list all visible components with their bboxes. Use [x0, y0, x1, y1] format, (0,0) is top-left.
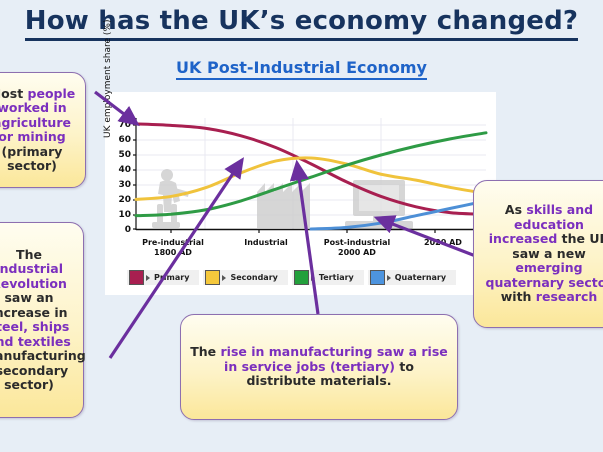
- legend-label-quaternary: Quaternary: [394, 273, 447, 282]
- x-tick-2020: 2020 AD: [403, 238, 483, 248]
- y-tick-10: 10: [118, 210, 131, 220]
- primary-sector-callout-text: Most people worked in agriculture or min…: [0, 85, 76, 173]
- legend-arrow-icon: [310, 274, 315, 281]
- tertiary-sector-callout-text: The rise in manufacturing saw a rise in …: [190, 344, 448, 389]
- y-tick-60: 60: [118, 135, 131, 145]
- legend-label-primary: Primary: [154, 273, 190, 282]
- x-tick-pre-industrial: Pre-industrial 1800 AD: [127, 238, 219, 258]
- y-tick-0: 0: [124, 225, 131, 235]
- y-tick-20: 20: [118, 195, 131, 205]
- x-tick-pre-industrial-line2: 1800 AD: [154, 248, 192, 257]
- legend-item-tertiary[interactable]: Tertiary: [291, 270, 364, 285]
- x-tick-post-industrial: Post-industrial 2000 AD: [307, 238, 407, 258]
- chart-panel: UK employment share (%) 70 60 50 40 30 2…: [103, 20, 496, 295]
- chart-svg: [133, 118, 489, 233]
- legend-arrow-icon: [222, 274, 227, 281]
- series-line-tertiary: [134, 131, 488, 218]
- primary-sector-callout[interactable]: Most people worked in agriculture or min…: [0, 72, 86, 188]
- legend-swatch-quaternary: [369, 270, 385, 285]
- y-tick-40: 40: [118, 165, 131, 175]
- legend-arrow-icon: [146, 274, 150, 281]
- chart-title: UK Post-Industrial Economy: [0, 58, 603, 80]
- legend-swatch-secondary: [205, 270, 221, 285]
- legend-item-quaternary[interactable]: Quaternary: [367, 270, 457, 285]
- legend-swatch-primary: [129, 270, 144, 285]
- legend-label-tertiary: Tertiary: [318, 273, 354, 282]
- x-tick-2020-line1: 2020 AD: [424, 238, 462, 247]
- x-tick-post-industrial-line1: Post-industrial: [323, 238, 391, 247]
- legend-swatch-tertiary: [293, 270, 309, 285]
- chart-title-text: UK Post-Industrial Economy: [176, 58, 427, 80]
- legend-item-secondary[interactable]: Secondary: [203, 270, 288, 285]
- chart-legend: Primary Secondary Tertiary Quaternary: [127, 269, 487, 286]
- y-tick-30: 30: [118, 180, 131, 190]
- chart-watermark-art: [152, 169, 413, 229]
- chart-plot-area: UK employment share (%) 70 60 50 40 30 2…: [103, 20, 496, 295]
- tertiary-sector-callout[interactable]: The rise in manufacturing saw a rise in …: [180, 314, 458, 420]
- x-tick-post-industrial-line2: 2000 AD: [338, 248, 376, 257]
- x-tick-pre-industrial-line1: Pre-industrial: [142, 238, 204, 247]
- x-tick-industrial-line1: Industrial: [244, 238, 288, 247]
- quaternary-sector-callout-text: As skills and education increased the UK…: [485, 202, 603, 305]
- y-tick-70: 70: [118, 120, 131, 130]
- legend-label-secondary: Secondary: [230, 273, 278, 282]
- secondary-sector-callout-text: The Industrial Revolution saw an increas…: [0, 246, 86, 392]
- chart-axes: [133, 118, 489, 233]
- legend-arrow-icon: [386, 274, 391, 281]
- series-line-primary: [134, 122, 488, 216]
- quaternary-sector-callout[interactable]: As skills and education increased the UK…: [473, 180, 603, 328]
- y-axis-label: UK employment share (%): [103, 19, 113, 138]
- page-title-text: How has the UK’s economy changed?: [24, 6, 579, 41]
- x-tick-industrial: Industrial: [220, 238, 312, 248]
- factory-silhouette: [257, 183, 310, 228]
- legend-item-primary[interactable]: Primary: [127, 270, 200, 285]
- page-title: How has the UK’s economy changed?: [0, 6, 603, 41]
- y-tick-50: 50: [118, 150, 131, 160]
- secondary-sector-callout[interactable]: The Industrial Revolution saw an increas…: [0, 222, 86, 418]
